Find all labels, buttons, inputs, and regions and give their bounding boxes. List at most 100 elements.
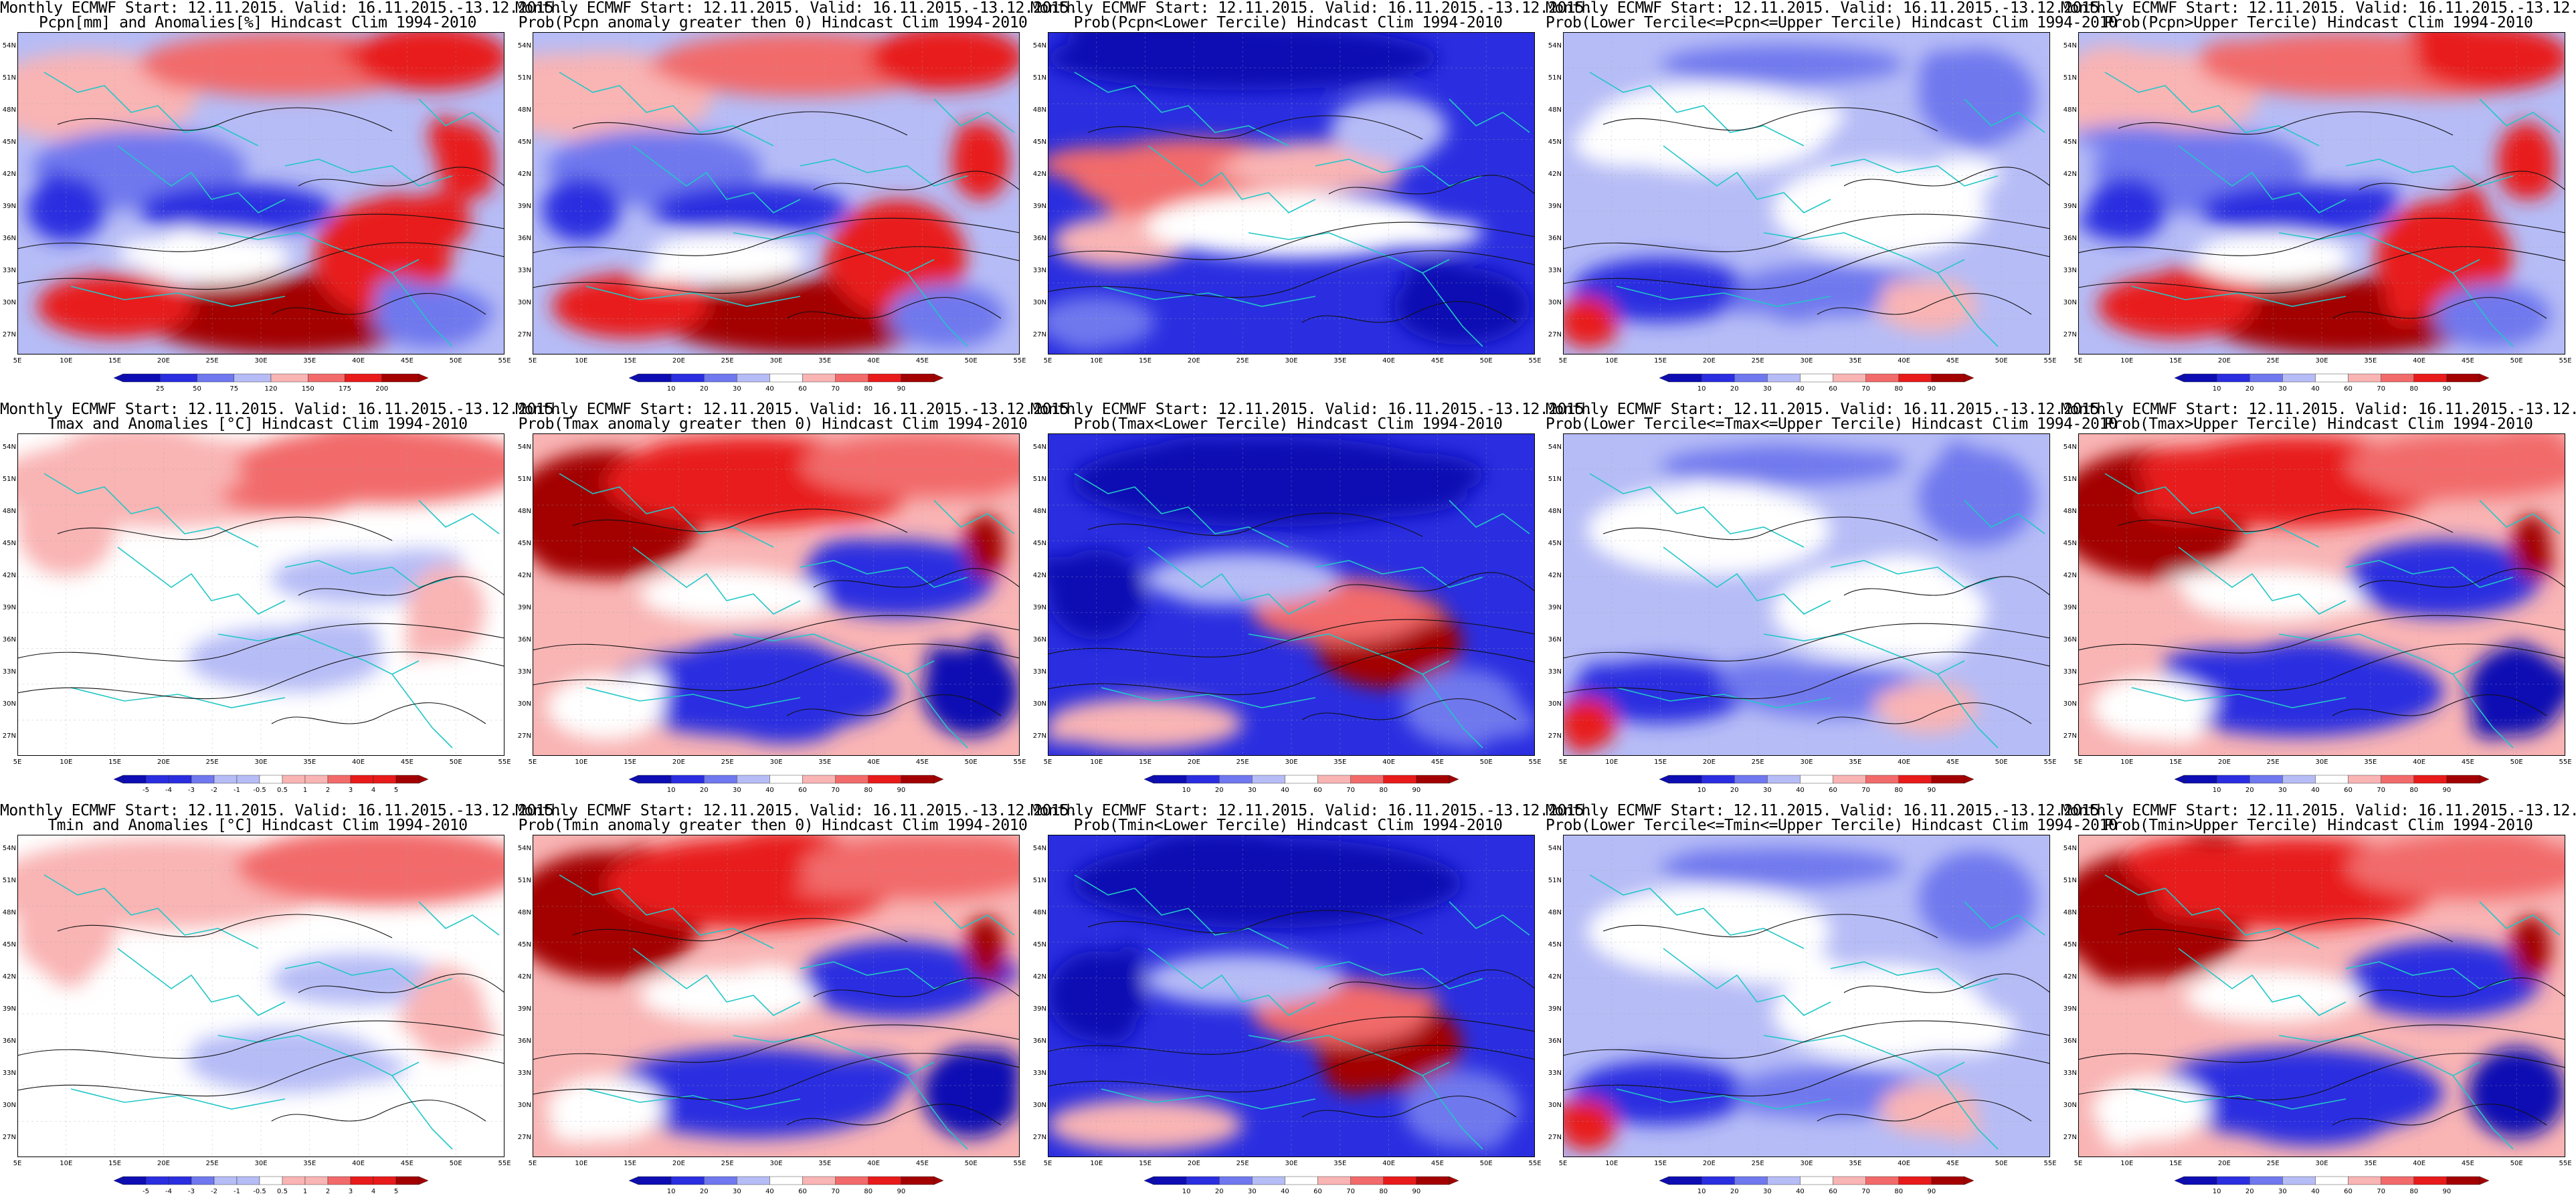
field-speckle [2181, 573, 2230, 599]
colorbar-swatches [114, 775, 428, 784]
colorbar-label: -1 [234, 1188, 240, 1195]
latitude-label: 51N [2, 476, 16, 483]
field-speckle [533, 515, 618, 576]
longitude-label: 50E [1479, 1160, 1493, 1167]
longitude-label: 30E [2315, 357, 2328, 365]
contour-line [2078, 615, 2565, 654]
colorbar-label: 10 [1182, 787, 1191, 794]
field-speckle [1959, 498, 2003, 536]
field-speckle [1614, 1063, 1698, 1081]
field-speckle [217, 240, 264, 262]
longitude-label: 40E [867, 759, 881, 766]
field-speckle [1098, 1100, 1192, 1118]
colorbar-swatch [2446, 1176, 2480, 1185]
latitude-label: 42N [2, 973, 16, 981]
longitude-label: 40E [1898, 1160, 1911, 1167]
colorbar-swatch [1383, 1176, 1417, 1185]
longitude-label: 15E [108, 1160, 122, 1167]
field-speckle [1280, 472, 1468, 518]
panel-title: Prob(Tmax>Upper Tercile) Hindcast Clim 1… [2104, 415, 2533, 433]
latitude-label: 51N [517, 476, 531, 483]
field-speckle [929, 448, 994, 474]
field-speckle [2532, 939, 2547, 960]
field-speckle [2440, 239, 2505, 276]
coastline [70, 286, 286, 307]
longitude-label: 5E [1043, 1160, 1052, 1167]
coastline [1449, 500, 1530, 534]
panel-header-line: Monthly ECMWF Start: 12.11.2015. Valid: … [0, 0, 563, 17]
field-speckle [2440, 62, 2525, 80]
latitude-label: 45N [2, 941, 16, 948]
field-speckle [1216, 959, 1287, 975]
colorbar-swatch [373, 1176, 397, 1185]
colorbar-label: 40 [765, 1188, 774, 1195]
coastline [117, 546, 286, 615]
longitude-label: 50E [964, 1160, 978, 1167]
field-speckle [948, 1074, 986, 1102]
field-speckle [1722, 660, 1816, 685]
field-speckle [2124, 841, 2238, 889]
field-speckle [1210, 163, 1303, 177]
latitude-label: 51N [1548, 476, 1562, 483]
colorbar-label: 0.5 [277, 787, 288, 794]
longitude-label: 35E [303, 1160, 316, 1167]
longitude-label: 15E [2169, 357, 2183, 365]
field-speckle [242, 1047, 343, 1070]
map-field [1048, 835, 1535, 1157]
field-speckle [1087, 311, 1137, 340]
field-speckle [2449, 185, 2489, 249]
contour-line [572, 918, 908, 942]
longitude-label: 25E [205, 759, 219, 766]
longitude-label: 55E [1528, 759, 1542, 766]
field-speckle [246, 658, 333, 679]
field-speckle [1180, 592, 1280, 606]
longitude-label: 25E [1236, 357, 1249, 365]
colorbar-swatch [2216, 775, 2250, 784]
longitude-label: 35E [1333, 759, 1347, 766]
forecast-map [1563, 835, 2050, 1157]
contour-line [1328, 969, 1535, 989]
colorbar-label: 10 [1182, 1188, 1191, 1195]
longitude-label: 50E [449, 357, 462, 365]
contour-line [533, 615, 1020, 654]
colorbar-label: 30 [1762, 385, 1772, 393]
colorbar-label: 3 [348, 1188, 353, 1195]
field-speckle [2357, 553, 2437, 581]
longitude-label: 10E [2120, 357, 2134, 365]
latitude-label: 27N [517, 331, 531, 338]
coastline [632, 145, 801, 213]
longitude-label: 15E [2169, 759, 2183, 766]
colorbar-label: 30 [732, 787, 741, 794]
panel-title: Prob(Tmax<Lower Tercile) Hindcast Clim 1… [1073, 415, 1503, 433]
longitude-label: 20E [2217, 357, 2231, 365]
colorbar-label: 20 [1730, 1188, 1739, 1195]
colorbar-swatch [901, 775, 935, 784]
field-speckle [1887, 611, 1968, 662]
coastline [1422, 1075, 1483, 1150]
field-speckle [2224, 862, 2383, 887]
latitude-label: 30N [2063, 299, 2077, 306]
colorbar-label: 80 [864, 787, 873, 794]
field-speckle [1145, 436, 1269, 476]
contour-line [533, 1024, 1020, 1063]
coastline [418, 500, 500, 534]
coastline [2131, 687, 2347, 708]
field-speckle [1063, 334, 1109, 351]
colorbar-label: 70 [831, 1188, 840, 1195]
longitude-label: 45E [2461, 1160, 2474, 1167]
latitude-label: 27N [517, 1134, 531, 1141]
colorbar-swatches [1144, 775, 1459, 784]
colorbar-label: 5 [393, 1188, 399, 1195]
panel-header-line: Monthly ECMWF Start: 12.11.2015. Valid: … [1546, 802, 2108, 819]
coastline [391, 1075, 453, 1150]
colorbar-swatch [2249, 1176, 2283, 1185]
field-speckle [2121, 284, 2183, 318]
colorbar-swatch [1767, 373, 1801, 383]
longitude-label: 35E [1849, 759, 1862, 766]
panel-header-line: Monthly ECMWF Start: 12.11.2015. Valid: … [1030, 0, 1593, 17]
field-speckle [956, 122, 974, 153]
field-speckle [1048, 727, 1093, 742]
contour-line [1301, 301, 1517, 323]
latitude-label: 51N [517, 74, 531, 82]
